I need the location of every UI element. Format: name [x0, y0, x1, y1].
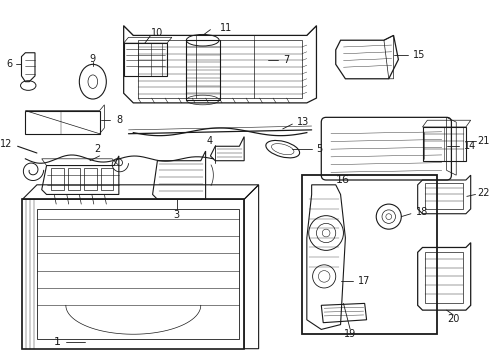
Text: 16: 16 — [336, 175, 350, 185]
Text: 10: 10 — [151, 27, 164, 37]
Text: 15: 15 — [413, 50, 425, 60]
Text: 22: 22 — [477, 188, 490, 198]
Text: 14: 14 — [464, 141, 476, 151]
Text: 21: 21 — [477, 136, 490, 147]
Text: 7: 7 — [283, 54, 289, 64]
Text: 17: 17 — [358, 276, 370, 286]
Text: 19: 19 — [344, 329, 356, 339]
Text: 4: 4 — [206, 136, 212, 147]
Text: 9: 9 — [90, 54, 96, 63]
Text: 2: 2 — [95, 144, 101, 154]
Text: 18: 18 — [416, 207, 428, 217]
Text: 1: 1 — [54, 337, 61, 347]
Text: 5: 5 — [317, 144, 323, 154]
Text: 13: 13 — [297, 117, 310, 127]
Text: 20: 20 — [447, 314, 460, 324]
Bar — [186, 40, 220, 100]
Text: 12: 12 — [0, 139, 13, 149]
Bar — [302, 175, 437, 334]
Text: 3: 3 — [173, 210, 180, 220]
Text: 11: 11 — [220, 23, 232, 33]
Text: 6: 6 — [7, 59, 13, 69]
Text: 8: 8 — [116, 115, 122, 125]
